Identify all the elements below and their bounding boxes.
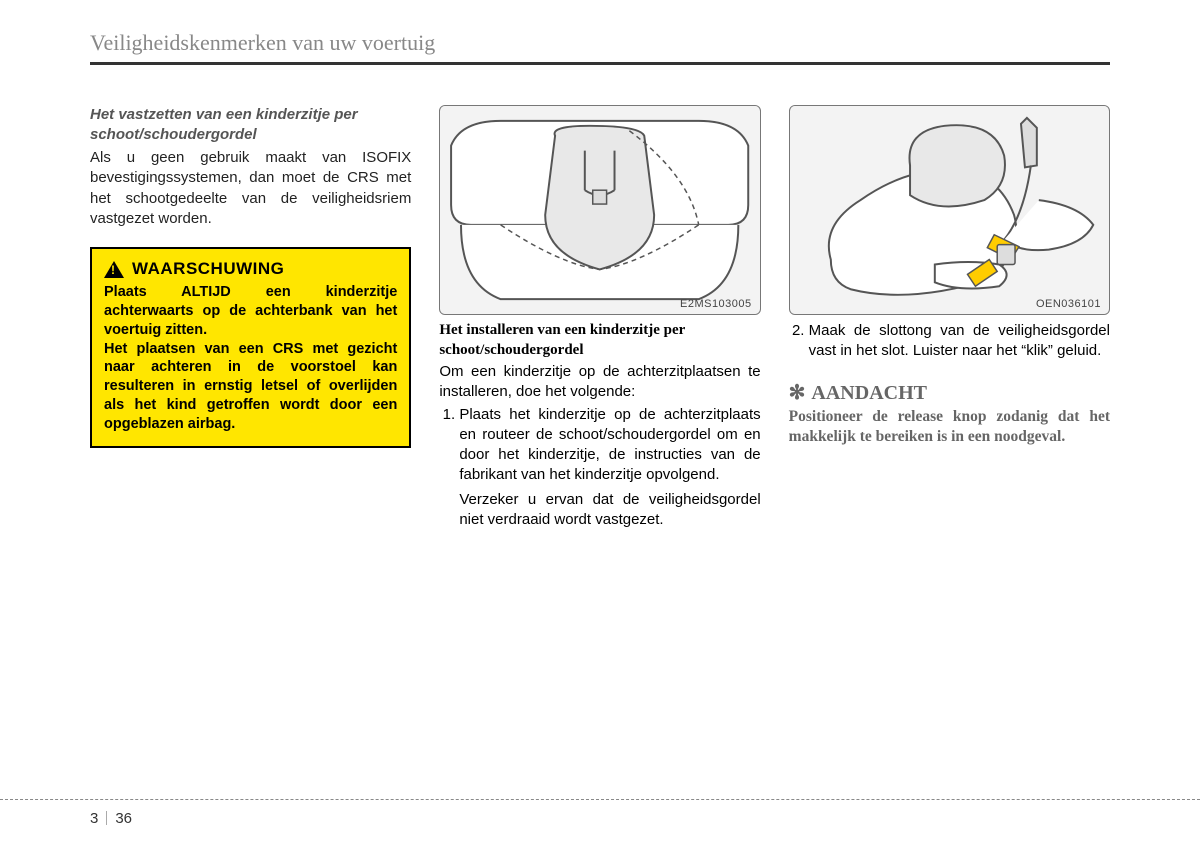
section-title: Het vastzetten van een kinderzitje per s… <box>90 105 411 144</box>
intro-paragraph: Als u geen gebruik maakt van ISOFIX beve… <box>90 148 411 229</box>
page-number-value: 36 <box>115 810 132 827</box>
warning-paragraph-2: Het plaatsen van een CRS met gezicht naa… <box>104 340 397 434</box>
step-1: Plaats het kinderzitje op de achterzitpl… <box>459 405 760 486</box>
step-2: Maak de slottong van de veiligheidsgorde… <box>809 321 1110 362</box>
illustration-code-2: OEN036101 <box>1036 298 1101 310</box>
illustration-code: E2MS103005 <box>680 298 752 310</box>
step-1b: Verzeker u ervan dat de veiligheidsgorde… <box>439 490 760 531</box>
install-steps-continued: Maak de slottong van de veiligheidsgorde… <box>789 321 1110 362</box>
install-steps: Plaats het kinderzitje op de achterzitpl… <box>439 405 760 486</box>
column-2: E2MS103005 Het installeren van een kinde… <box>439 105 760 530</box>
crop-mark-line <box>0 799 1200 800</box>
warning-title: WAARSCHUWING <box>132 259 284 279</box>
warning-triangle-icon <box>104 261 124 278</box>
warning-paragraph-1: Plaats ALTIJD een kinderzitje achterwaar… <box>104 283 397 340</box>
page-number: 3 36 <box>90 809 132 827</box>
page-header: Veiligheidskenmerken van uw voertuig <box>90 30 1110 65</box>
page-number-divider <box>106 811 107 825</box>
column-3: OEN036101 Maak de slottong van de veilig… <box>789 105 1110 530</box>
attention-heading: ✻AANDACHT <box>789 380 1110 405</box>
warning-box: WAARSCHUWING Plaats ALTIJD een kinderzit… <box>90 247 411 448</box>
content-columns: Het vastzetten van een kinderzitje per s… <box>90 105 1110 530</box>
attention-label: AANDACHT <box>811 382 927 404</box>
attention-text: Positioneer de release knop zodanig dat … <box>789 407 1110 447</box>
illustration-buckle-click: OEN036101 <box>789 105 1110 315</box>
seat-diagram-icon <box>440 106 759 314</box>
illustration-child-seat-belt-routing: E2MS103005 <box>439 105 760 315</box>
install-subheading: Het installeren van een kinderzitje per … <box>439 321 760 360</box>
chapter-number: 3 <box>90 810 98 827</box>
column-1: Het vastzetten van een kinderzitje per s… <box>90 105 411 530</box>
install-intro: Om een kinderzitje op de achterzitplaats… <box>439 362 760 403</box>
asterisk-icon: ✻ <box>789 382 806 404</box>
buckle-diagram-icon <box>790 106 1109 314</box>
warning-header: WAARSCHUWING <box>104 259 397 279</box>
